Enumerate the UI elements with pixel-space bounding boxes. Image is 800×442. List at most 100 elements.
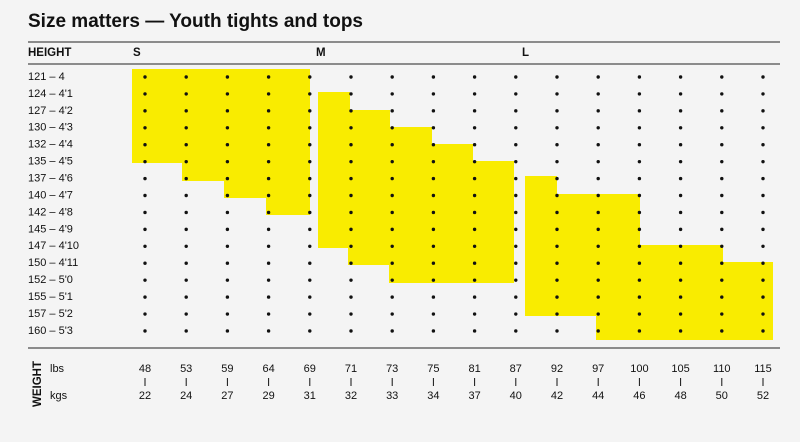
dot <box>308 295 312 299</box>
dot <box>349 159 353 164</box>
height-label: 160 – 5'3 <box>28 325 73 337</box>
height-label: 130 – 4'3 <box>28 122 73 134</box>
dot <box>596 75 600 79</box>
dot <box>472 159 477 164</box>
dot <box>266 143 271 147</box>
dot <box>390 227 394 232</box>
dot <box>225 227 230 232</box>
dot <box>761 210 765 215</box>
height-label: 157 – 5'2 <box>28 308 73 320</box>
kgs-value: 50 <box>716 390 728 402</box>
dot <box>143 295 147 299</box>
dot <box>349 193 353 198</box>
dot <box>390 109 394 113</box>
dot <box>514 244 518 248</box>
dot <box>514 312 518 316</box>
height-label: 140 – 4'7 <box>28 189 73 201</box>
kgs-value: 29 <box>262 390 274 402</box>
dot <box>472 109 477 113</box>
dot <box>555 261 559 265</box>
dot <box>143 126 147 130</box>
dot <box>761 329 765 333</box>
dot <box>184 92 188 96</box>
dot <box>678 295 683 299</box>
dot <box>184 109 188 113</box>
dot <box>390 244 394 248</box>
dot <box>514 75 518 79</box>
dot <box>308 126 312 130</box>
height-label: HEIGHT <box>28 47 71 59</box>
dot <box>308 143 312 147</box>
dot <box>472 193 477 198</box>
dot <box>390 210 394 215</box>
dot <box>514 176 518 181</box>
lbs-value: 64 <box>262 363 274 375</box>
dot <box>349 295 353 299</box>
dot <box>143 329 147 333</box>
dot <box>514 109 518 113</box>
dot <box>720 244 724 248</box>
dot <box>431 261 436 265</box>
dot <box>472 143 477 147</box>
dot <box>472 278 477 282</box>
dot <box>637 92 642 96</box>
dot <box>431 109 436 113</box>
dot <box>761 295 765 299</box>
dot <box>678 312 683 316</box>
dot <box>431 143 436 147</box>
dot <box>472 295 477 299</box>
dot <box>596 295 600 299</box>
dot <box>390 75 394 79</box>
dot <box>472 92 477 96</box>
dot <box>596 159 600 164</box>
dot <box>390 261 394 265</box>
size-label: L <box>522 47 529 59</box>
dot <box>431 329 436 333</box>
dot <box>266 159 271 164</box>
height-label: 147 – 4'10 <box>28 240 79 252</box>
dot <box>720 176 724 181</box>
dot <box>596 210 600 215</box>
dot <box>637 312 642 316</box>
dot <box>143 159 147 164</box>
dot <box>390 193 394 198</box>
dot <box>720 109 724 113</box>
dot <box>720 295 724 299</box>
dot <box>514 159 518 164</box>
dot <box>514 227 518 232</box>
dot <box>225 92 230 96</box>
dot <box>308 92 312 96</box>
dot <box>555 329 559 333</box>
dot <box>514 193 518 198</box>
dot <box>555 143 559 147</box>
dot <box>143 210 147 215</box>
dot <box>225 210 230 215</box>
dot <box>720 193 724 198</box>
dot <box>266 75 271 79</box>
dot <box>761 126 765 130</box>
dot <box>720 75 724 79</box>
dot <box>678 244 683 248</box>
dot <box>514 92 518 96</box>
dot <box>431 75 436 79</box>
kgs-value: 46 <box>633 390 645 402</box>
dot <box>555 126 559 130</box>
lbs-value: 59 <box>221 363 233 375</box>
dot <box>184 244 188 248</box>
dot <box>596 312 600 316</box>
dot <box>720 92 724 96</box>
dot <box>472 75 477 79</box>
height-label: 124 – 4'1 <box>28 88 73 100</box>
dot <box>349 210 353 215</box>
dot <box>596 329 600 333</box>
dot <box>349 261 353 265</box>
dot <box>184 295 188 299</box>
dot <box>266 278 271 282</box>
dot <box>143 244 147 248</box>
dot <box>678 75 683 79</box>
kgs-label: kgs <box>50 390 68 402</box>
dot <box>637 210 642 215</box>
dot <box>555 176 559 181</box>
kgs-value: 31 <box>304 390 316 402</box>
kgs-value: 48 <box>674 390 686 402</box>
